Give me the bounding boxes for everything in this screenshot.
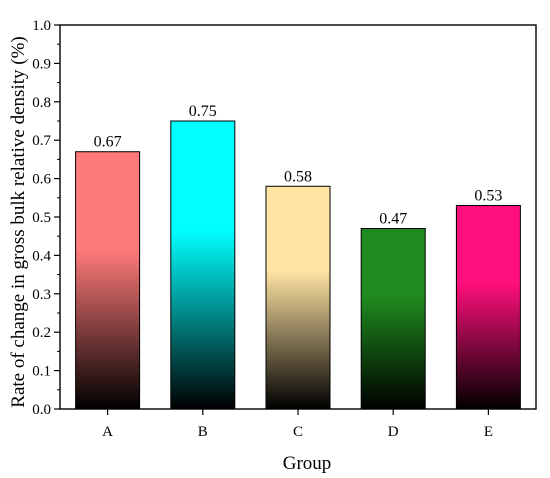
- y-axis-title: Rate of change in gross bulk relative de…: [8, 36, 29, 407]
- bar-E: [455, 204, 521, 410]
- data-label-B: 0.75: [189, 103, 217, 120]
- x-axis-title: Group: [283, 453, 332, 474]
- data-label-C: 0.58: [284, 168, 312, 185]
- bar-D: [360, 228, 426, 410]
- data-label-A: 0.67: [94, 134, 122, 151]
- data-labels-layer: 0.67 0.75 0.58 0.47 0.53: [94, 103, 503, 228]
- y-tick-label-0.9: 0.9: [32, 56, 51, 72]
- data-label-D: 0.47: [379, 211, 407, 228]
- y-tick-label-0.8: 0.8: [32, 95, 51, 111]
- y-tick-label-0.6: 0.6: [32, 172, 51, 188]
- y-tick-label-0.1: 0.1: [32, 364, 51, 380]
- axes-layer: A B C D E 0.0 0.1 0.2 0.3 0.4 0.5 0.6 0.7 0.8 0.9 1.0: [32, 18, 537, 440]
- bar-B: [170, 120, 236, 410]
- y-tick-label-0.5: 0.5: [32, 210, 51, 226]
- y-tick-label-1.0: 1.0: [32, 18, 51, 34]
- y-tick-label-0.0: 0.0: [32, 402, 51, 418]
- x-tick-label-C: C: [293, 424, 303, 440]
- bars-layer: [75, 120, 521, 410]
- y-tick-label-0.7: 0.7: [32, 133, 51, 149]
- y-tick-label-0.2: 0.2: [32, 325, 51, 341]
- bar-C: [265, 185, 331, 410]
- x-tick-label-D: D: [388, 424, 399, 440]
- x-tick-label-E: E: [484, 424, 493, 440]
- bar-A: [75, 151, 141, 410]
- y-tick-label-0.3: 0.3: [32, 287, 51, 303]
- data-label-E: 0.53: [474, 187, 502, 204]
- x-tick-label-B: B: [198, 424, 208, 440]
- x-tick-label-A: A: [102, 424, 113, 440]
- y-tick-label-0.4: 0.4: [32, 248, 51, 264]
